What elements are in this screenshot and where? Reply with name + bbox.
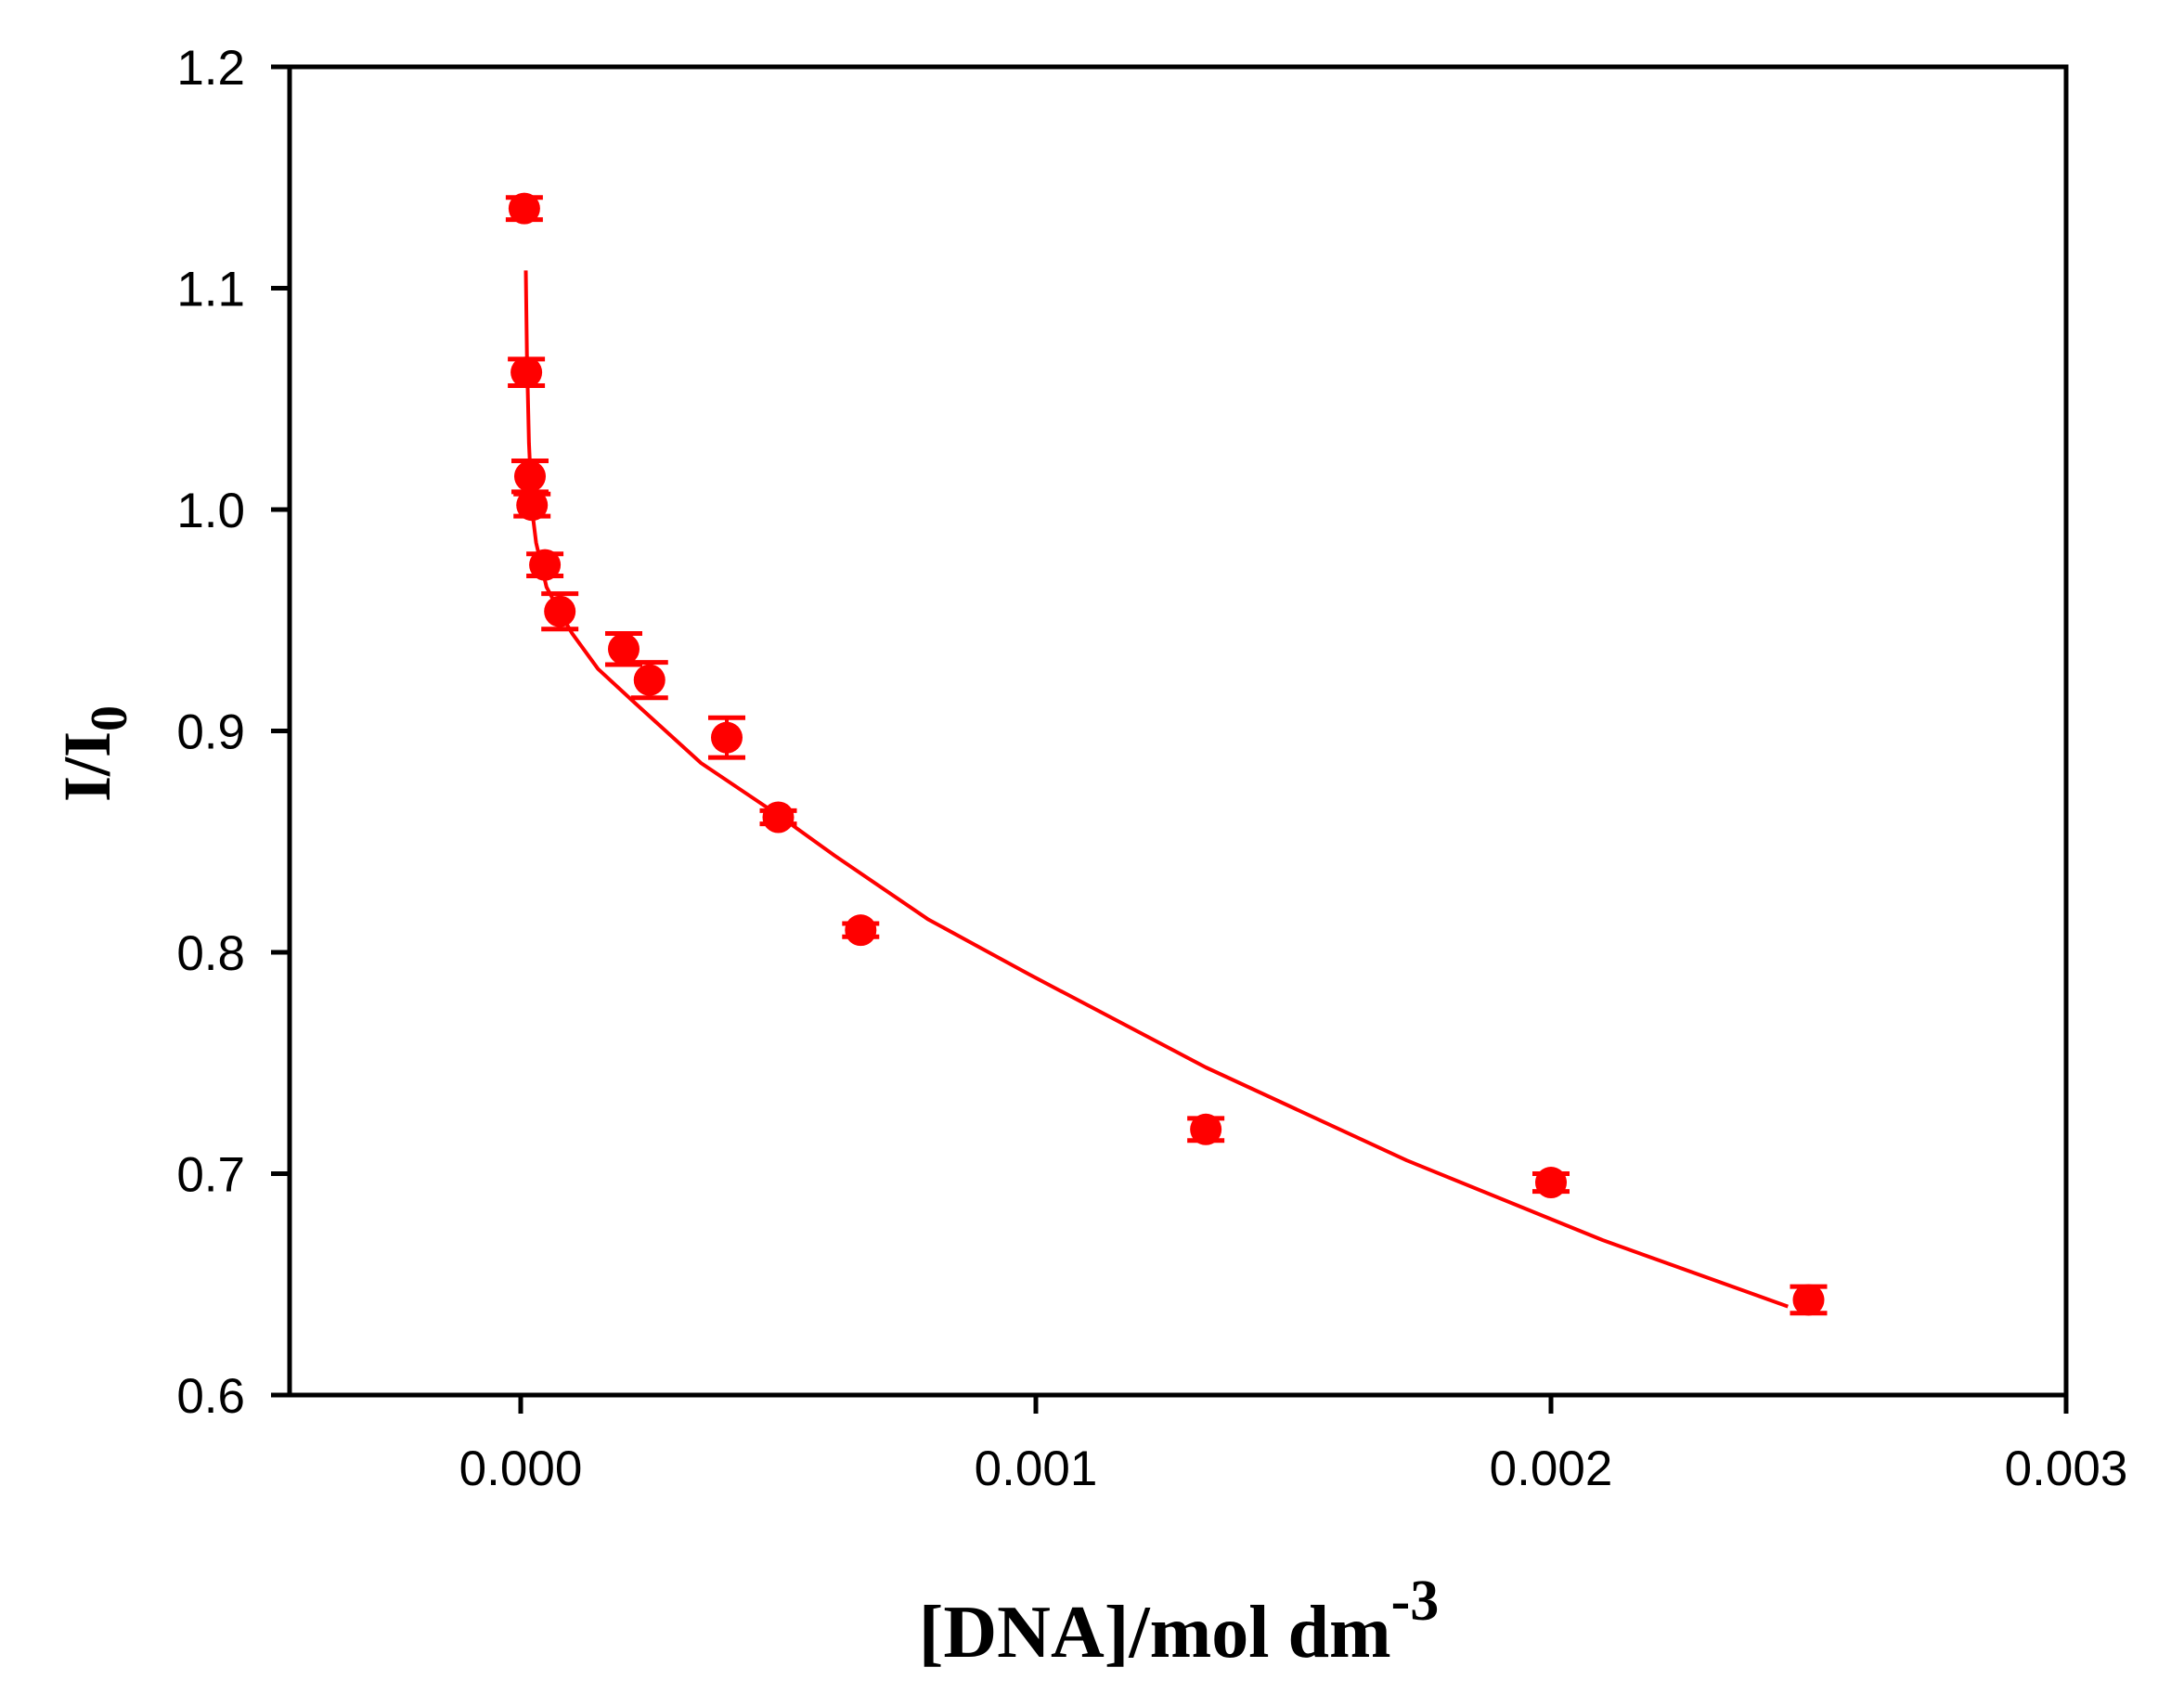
y-tick-label: 0.9 — [176, 705, 245, 760]
data-point — [526, 549, 564, 581]
y-axis-title: I/I0 — [50, 705, 138, 802]
data-point — [1532, 1167, 1570, 1199]
data-point-marker — [608, 633, 640, 666]
data-point-marker — [510, 356, 543, 389]
y-tick-label: 0.6 — [176, 1369, 245, 1424]
data-point — [630, 660, 668, 701]
y-tick-label: 1.0 — [176, 484, 245, 538]
y-tick-label: 0.7 — [176, 1148, 245, 1203]
y-axis-title-subscript: 0 — [81, 705, 138, 731]
x-axis-title-text: [DNA]/mol dm — [919, 1592, 1391, 1674]
data-point-marker — [1792, 1284, 1825, 1316]
x-axis-ticks: 0.000 0.001 0.002 0.003 — [459, 1395, 2128, 1496]
data-point — [708, 715, 745, 760]
data-point-marker — [762, 801, 795, 834]
x-tick-label: 0.000 — [459, 1441, 583, 1496]
data-point — [505, 192, 543, 225]
y-axis-ticks: 0.6 0.7 0.8 0.9 1.0 1.1 1.2 — [176, 41, 290, 1424]
data-points — [505, 192, 1828, 1316]
x-tick-label: 0.002 — [1490, 1441, 1613, 1496]
x-tick-label: 0.001 — [975, 1441, 1098, 1496]
data-point-marker — [544, 595, 576, 627]
x-tick-label: 0.003 — [2005, 1441, 2128, 1496]
data-point — [1187, 1113, 1225, 1145]
data-point — [541, 591, 579, 632]
data-point — [508, 356, 546, 389]
data-point-marker — [513, 460, 546, 493]
data-point-marker — [711, 721, 743, 754]
data-point-marker — [633, 664, 666, 696]
y-tick-label: 1.2 — [176, 41, 245, 96]
data-point — [513, 489, 551, 522]
data-point — [1790, 1284, 1828, 1316]
data-point-marker — [529, 549, 562, 581]
data-point-marker — [1190, 1113, 1222, 1145]
y-axis-title-text: I/I — [50, 731, 124, 802]
y-tick-label: 1.1 — [176, 263, 245, 317]
data-point-marker — [845, 914, 877, 947]
data-point — [842, 914, 880, 947]
data-point-marker — [516, 489, 549, 522]
x-axis-title-superscript: -3 — [1391, 1570, 1440, 1633]
x-axis-title: [DNA]/mol dm-3 — [919, 1570, 1439, 1674]
data-point-marker — [1535, 1167, 1567, 1199]
data-point — [759, 801, 797, 834]
data-point-marker — [508, 192, 540, 225]
y-tick-label: 0.8 — [176, 926, 245, 981]
